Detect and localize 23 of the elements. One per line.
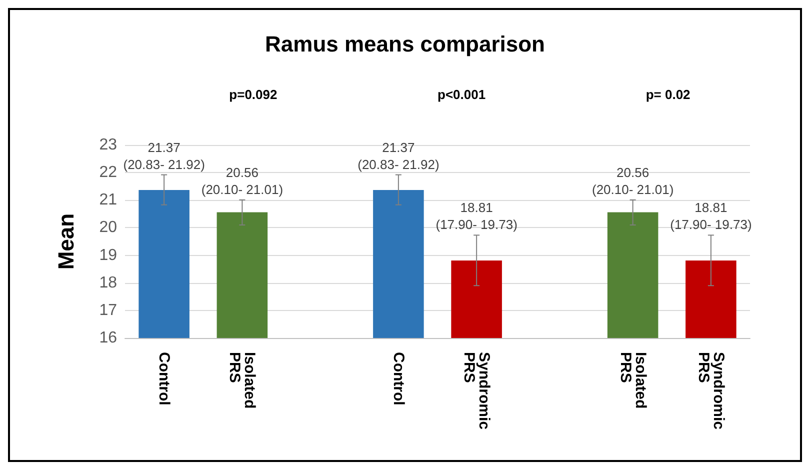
x-tick-label: Syndromic PRS	[460, 352, 493, 430]
chart-title: Ramus means comparison	[265, 32, 545, 56]
x-tick-label: Syndromic PRS	[694, 352, 727, 430]
text: p=0.092	[229, 87, 278, 102]
y-tick-label: 19	[99, 246, 118, 264]
y-tick-label: 21	[99, 192, 118, 209]
y-tick-label: 17	[99, 302, 118, 319]
y-axis-title: Mean	[54, 213, 78, 270]
text: p= 0.02	[646, 87, 690, 102]
data-label: 18.81 (17.90- 19.73)	[436, 200, 518, 232]
y-tick-label: 18	[99, 274, 118, 292]
text: p<0.001	[437, 87, 486, 102]
y-tick-label: 23	[99, 136, 118, 154]
data-label: 20.56 (20.10- 21.01)	[592, 164, 674, 197]
x-tick-label: Isolated PRS	[226, 352, 258, 409]
x-tick-label: Control	[390, 352, 407, 406]
x-tick-label: Control	[156, 352, 173, 406]
y-tick-label: 16	[99, 330, 118, 346]
y-tick-label: 20	[99, 219, 118, 236]
y-tick-label: 22	[99, 164, 118, 182]
x-tick-label: Isolated PRS	[616, 352, 649, 409]
data-label: 21.37 (20.83- 21.92)	[358, 140, 440, 172]
data-label: 18.81 (17.90- 19.73)	[670, 200, 752, 232]
